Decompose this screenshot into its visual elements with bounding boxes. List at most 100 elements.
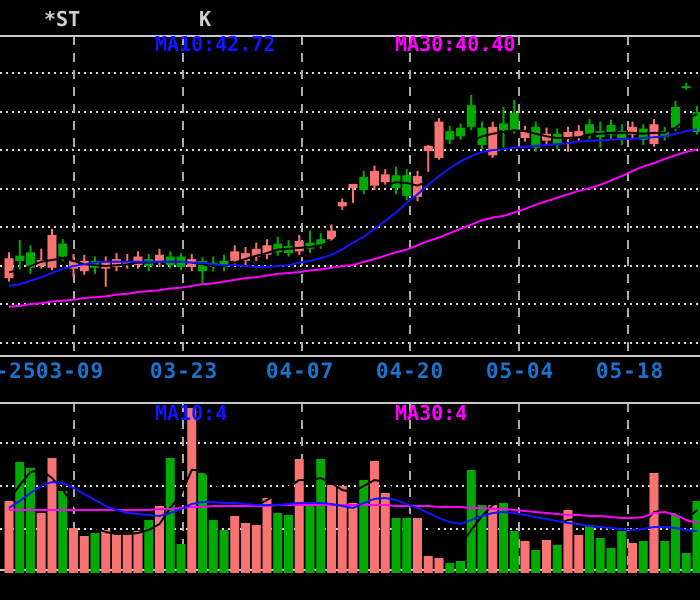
volume-bar [531,550,541,573]
volume-bar [187,408,197,573]
volume-ma10-legend: MA10:4 [155,401,228,425]
candle-body [370,170,379,186]
volume-bar [649,473,659,573]
candle-body [230,251,240,261]
candle-body [380,174,390,183]
candle-body [617,131,627,139]
candle-body [198,260,207,272]
volume-bar [101,530,111,573]
x-axis-label: 05-04 [485,359,555,383]
candle-body [359,176,369,190]
candle-body [466,105,476,127]
volume-bar [262,498,272,573]
volume-bar [305,503,315,573]
volume-bar [595,538,605,573]
volume-bar [36,513,46,573]
volume-bar [380,493,390,573]
candle-body [520,131,530,139]
header-symbol: *ST [44,7,81,31]
ma-line [8,128,698,287]
volume-bar [165,458,175,573]
candle-body [488,126,498,156]
volume-bar [58,491,68,573]
volume-bar [488,505,498,573]
volume-bar [509,531,519,573]
candle-body [348,183,358,189]
candle-body [337,202,347,207]
volume-bar [628,543,637,573]
candle-body [509,112,519,131]
candle-body [456,127,465,137]
candle-body [79,260,89,272]
candle-body [531,126,541,148]
volume-bar [359,480,369,573]
volume-bar [284,515,293,573]
volume-bar [294,459,304,573]
volume-bar [337,486,347,573]
candle-body [294,240,304,252]
volume-bar [15,462,25,573]
candle-body [563,132,573,139]
x-axis-label: 03-09 [35,359,105,383]
volume-bar [499,503,508,573]
candle-body [692,112,700,132]
volume-bar [370,461,379,573]
ma-line [8,148,698,308]
volume-bar [423,556,433,573]
candle-body [155,254,164,263]
volume-bar [155,506,164,573]
candle-body [574,131,584,138]
footer-bar: t 2015 SINA.COM http://financ [0,575,700,600]
candle-body [660,131,670,138]
candle-body [327,230,336,240]
volume-bar [660,541,670,573]
volume-bar [316,459,326,573]
ma-line [8,480,698,532]
candle-body [15,255,25,261]
candle-body [262,245,272,255]
candle-body [499,123,508,131]
volume-bar [176,544,186,573]
candle-body [434,121,444,158]
candle-body [241,253,250,261]
candle-body [69,260,78,269]
candle-body [671,106,680,128]
volume-bar [208,520,218,573]
x-axis-label: 04-07 [265,359,335,383]
volume-bar [79,536,89,573]
volume-bar [638,541,648,573]
x-axis-label: 03-23 [149,359,219,383]
volume-bar [606,548,616,573]
candle-body [316,239,326,246]
candle-body [112,259,121,267]
candle-body [251,248,261,257]
candle-body [36,260,46,267]
x-axis-label: -25 [0,359,37,383]
candle-body [423,145,433,152]
ma-line [9,504,698,524]
candle-body [628,126,637,135]
volume-bar [413,518,422,573]
volume-bar [552,545,562,573]
volume-bar [466,470,476,573]
volume-ma30-legend: MA30:4 [395,401,468,425]
x-axis-label: 04-20 [375,359,445,383]
volume-bar [198,473,207,573]
volume-bar [617,531,627,573]
main-ma30-legend: MA30:40.40 [395,32,516,56]
candle-body [305,242,315,249]
candle-body [649,124,659,145]
volume-bar [327,485,336,573]
volume-bar [563,510,573,573]
volume-bar [477,505,487,573]
volume-bar [402,518,412,573]
volume-bar [692,501,700,573]
volume-bar [456,561,465,573]
candle-body [26,252,35,268]
ma-line [8,112,698,274]
volume-bar [4,501,14,573]
candle-body [681,86,691,89]
volume-bar [348,503,358,573]
